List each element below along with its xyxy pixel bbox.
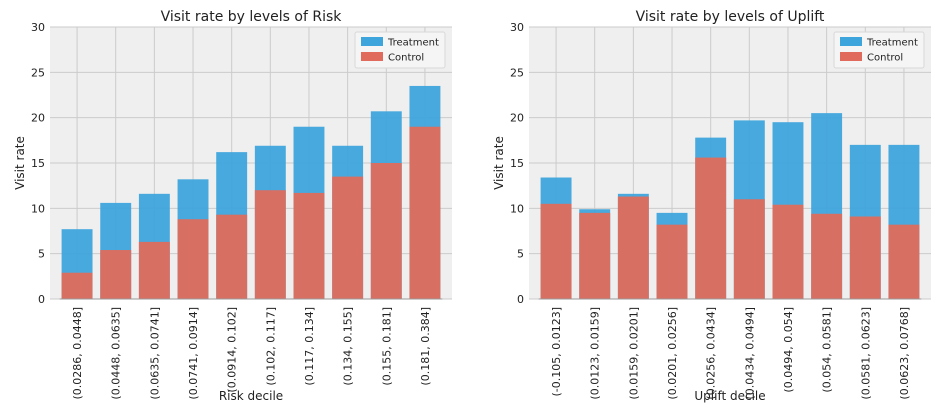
bar-control xyxy=(177,219,209,299)
x-tick-label: (0.0201, 0.0256] xyxy=(666,307,679,400)
y-tick-label: 25 xyxy=(510,66,524,79)
legend: Treatment Control xyxy=(354,31,446,69)
bar-control xyxy=(254,190,286,299)
bar-control xyxy=(888,224,920,299)
bar-control xyxy=(138,241,170,299)
x-tick-label: (0.117, 0.134] xyxy=(303,307,316,386)
legend: Treatment Control xyxy=(833,31,925,69)
x-tick-label: (0.0635, 0.0741] xyxy=(148,307,161,400)
x-tick-label: (0.0434, 0.0494] xyxy=(743,307,756,400)
x-tick-label: (0.0581, 0.0623] xyxy=(859,307,872,400)
bar-control xyxy=(370,163,402,299)
bar-control xyxy=(849,216,881,299)
legend-label-control: Control xyxy=(388,53,424,64)
bar-control xyxy=(656,224,688,299)
y-tick-label: 0 xyxy=(517,293,524,306)
x-tick-label: (-0.105, 0.0123] xyxy=(550,307,563,397)
y-tick-label: 15 xyxy=(31,157,45,170)
x-tick-label: (0.181, 0.384] xyxy=(419,307,432,386)
y-tick-label: 20 xyxy=(510,112,524,125)
legend-swatch-treatment xyxy=(840,37,862,46)
y-tick-label: 5 xyxy=(517,248,524,261)
bar-control xyxy=(540,203,572,299)
y-tick-label: 30 xyxy=(31,21,45,34)
x-tick-label: (0.134, 0.155] xyxy=(342,307,355,386)
x-tick-label: (0.0741, 0.0914] xyxy=(187,307,200,400)
bar-control xyxy=(100,250,132,299)
y-tick-label: 20 xyxy=(31,112,45,125)
x-tick-label: (0.102, 0.117] xyxy=(264,307,277,386)
bar-control xyxy=(772,204,804,299)
x-tick-label: (0.054, 0.0581] xyxy=(821,307,834,393)
x-tick-label: (0.0159, 0.0201] xyxy=(627,307,640,400)
y-tick-label: 5 xyxy=(38,248,45,261)
x-tick-label: (0.155, 0.181] xyxy=(380,307,393,386)
chart-panel-1: 0 5 10 15 20 25 30 (0.0286, 0.0448] (0.0448, 0.0… xyxy=(13,9,452,403)
x-tick-label: (0.0256, 0.0434] xyxy=(705,307,718,400)
x-tick-label: (0.0914, 0.102] xyxy=(226,307,239,393)
x-axis-label: Uplift decile xyxy=(694,389,765,403)
x-tick-label: (0.0123, 0.0159] xyxy=(589,307,602,400)
y-tick-label: 0 xyxy=(38,293,45,306)
y-tick-label: 25 xyxy=(31,66,45,79)
y-tick-label: 10 xyxy=(510,202,524,215)
bar-control xyxy=(695,157,727,299)
x-tick-label: (0.0494, 0.054] xyxy=(782,307,795,393)
y-axis-label: Visit rate xyxy=(492,136,506,190)
y-axis-label: Visit rate xyxy=(13,136,27,190)
bar-control xyxy=(579,212,611,299)
x-axis-label: Risk decile xyxy=(219,389,283,403)
bar-control xyxy=(216,214,248,299)
bar-control xyxy=(61,272,93,299)
x-tick-label: (0.0623, 0.0768] xyxy=(898,307,911,400)
legend-label-treatment: Treatment xyxy=(387,38,439,49)
legend-label-control: Control xyxy=(867,53,903,64)
legend-swatch-control xyxy=(361,52,383,61)
legend-label-treatment: Treatment xyxy=(866,38,918,49)
bar-control xyxy=(409,126,441,299)
bar-control xyxy=(733,199,765,299)
y-tick-label: 10 xyxy=(31,202,45,215)
bar-control xyxy=(293,192,325,299)
bar-control xyxy=(332,176,364,299)
legend-swatch-control xyxy=(840,52,862,61)
y-tick-label: 30 xyxy=(510,21,524,34)
bar-control xyxy=(811,213,843,299)
x-tick-label: (0.0286, 0.0448] xyxy=(71,307,84,400)
y-tick-label: 15 xyxy=(510,157,524,170)
chart-panel-2: 0 5 10 15 20 25 30 (-0.105, 0.0123] (0.0123, 0.0… xyxy=(492,9,931,403)
x-tick-label: (0.0448, 0.0635] xyxy=(110,307,123,400)
chart-title: Visit rate by levels of Risk xyxy=(161,9,343,25)
bar-control xyxy=(617,196,649,299)
chart-title: Visit rate by levels of Uplift xyxy=(636,9,825,25)
legend-swatch-treatment xyxy=(361,37,383,46)
